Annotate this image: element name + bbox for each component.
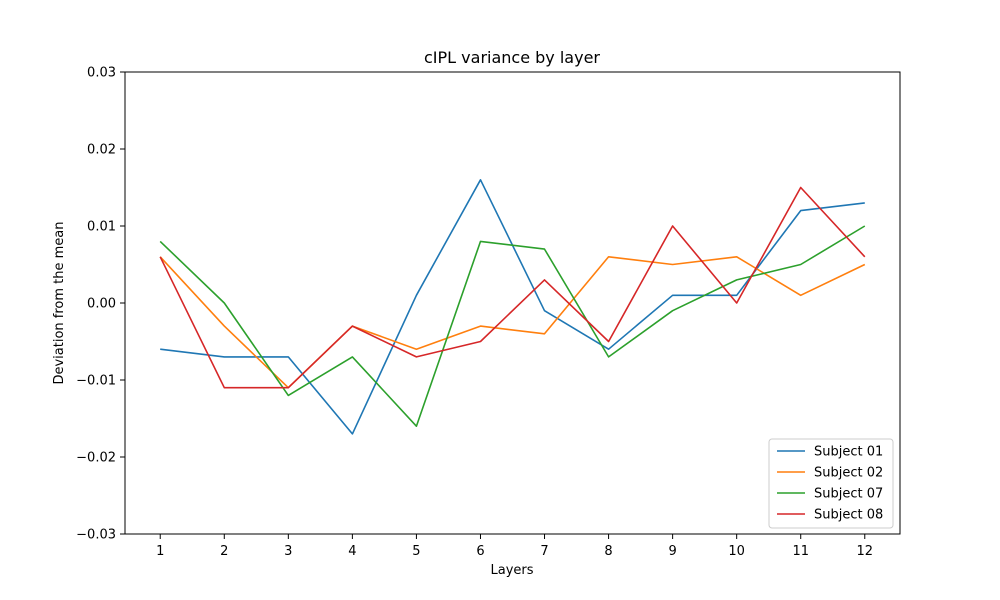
x-tick-label: 4 bbox=[348, 544, 356, 559]
legend-label: Subject 07 bbox=[814, 487, 883, 502]
x-axis-label: Layers bbox=[490, 563, 533, 578]
x-tick-label: 9 bbox=[668, 544, 676, 559]
y-tick-label: 0.01 bbox=[87, 220, 116, 235]
series-line-2 bbox=[159, 255, 866, 389]
x-tick-label: 2 bbox=[220, 544, 228, 559]
series-line-4 bbox=[159, 186, 866, 389]
y-tick-label: 0.00 bbox=[87, 297, 116, 312]
x-tick-label: 1 bbox=[156, 544, 164, 559]
legend: Subject 01 Subject 02 Subject 07 Subject 08 bbox=[768, 438, 894, 529]
series-line-1 bbox=[160, 179, 865, 435]
legend-box bbox=[768, 438, 894, 529]
x-tick-label: 10 bbox=[728, 544, 745, 559]
x-tick-label: 7 bbox=[540, 544, 548, 559]
x-tick-label: 8 bbox=[604, 544, 612, 559]
y-axis-label: Deviation from the mean bbox=[52, 221, 67, 384]
x-tick-label: 6 bbox=[476, 544, 484, 559]
y-tick-label: −0.02 bbox=[76, 451, 116, 466]
legend-label: Subject 02 bbox=[814, 466, 883, 481]
x-tick-label: 5 bbox=[412, 544, 420, 559]
x-axis: 1 2 3 4 5 6 7 8 9 10 11 12 bbox=[156, 534, 873, 559]
series-lines bbox=[159, 179, 866, 435]
series-line-3 bbox=[159, 225, 866, 428]
legend-label: Subject 01 bbox=[814, 445, 883, 460]
y-tick-label: −0.01 bbox=[76, 374, 116, 389]
x-tick-label: 11 bbox=[792, 544, 809, 559]
y-tick-label: 0.03 bbox=[87, 66, 116, 81]
y-axis: 0.03 0.02 0.01 0.00 −0.01 −0.02 −0.03 bbox=[76, 66, 125, 543]
y-tick-label: −0.03 bbox=[76, 528, 116, 543]
chart-title: cIPL variance by layer bbox=[424, 48, 600, 67]
x-tick-label: 3 bbox=[284, 544, 292, 559]
legend-label: Subject 08 bbox=[814, 508, 883, 523]
x-tick-label: 12 bbox=[856, 544, 873, 559]
y-tick-label: 0.02 bbox=[87, 143, 116, 158]
